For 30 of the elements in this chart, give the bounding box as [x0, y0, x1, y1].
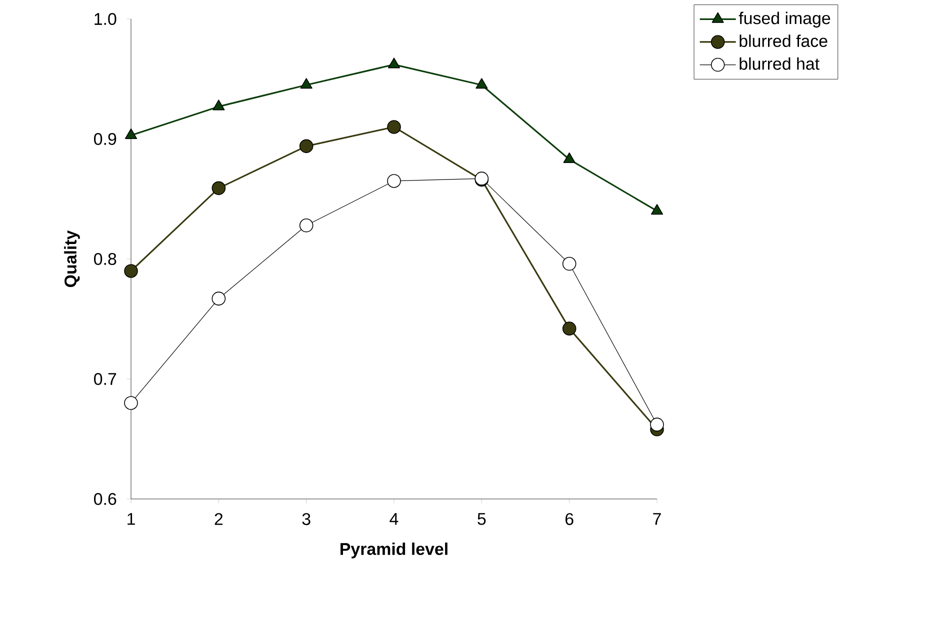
x-tick-label: 5 [478, 513, 486, 525]
y-axis-title: Quality [64, 230, 80, 287]
x-tick-label: 6 [565, 513, 574, 526]
x-tick-label: 3 [302, 513, 310, 526]
point [650, 418, 664, 432]
x-tick-label: 4 [390, 513, 398, 525]
y-tick-label: 1.0 [94, 12, 116, 25]
legend-label: blurred face [740, 34, 828, 48]
x-tick-label: 1 [128, 513, 135, 525]
x-tick-label: 7 [653, 513, 661, 525]
point [212, 100, 225, 110]
point [476, 78, 488, 89]
y-tick-label: 0.7 [94, 372, 116, 385]
point [650, 204, 664, 215]
y-tick-label: 0.8 [94, 252, 116, 265]
point [124, 128, 138, 140]
x-axis-title: Pyramid level [340, 542, 448, 558]
point [387, 120, 401, 134]
point [212, 181, 226, 196]
point [563, 152, 576, 164]
y-tick-label: 0.6 [94, 492, 116, 505]
point [299, 139, 314, 154]
point [388, 58, 400, 68]
point [124, 264, 138, 278]
legend-label: fused image [738, 12, 830, 28]
y-tick-label: 0.9 [94, 132, 116, 145]
point [300, 78, 312, 89]
legend-label: blurred hat [740, 57, 820, 70]
x-tick-label: 2 [214, 513, 223, 525]
point [562, 322, 576, 336]
